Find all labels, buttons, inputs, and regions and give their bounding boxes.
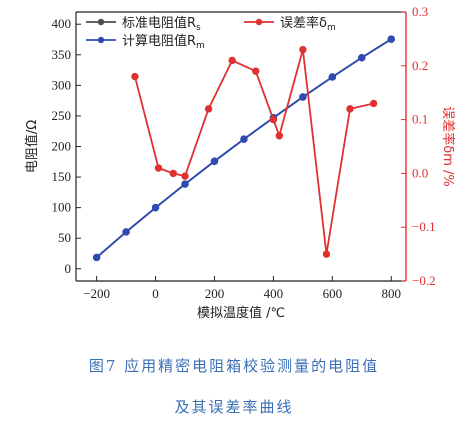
x-tick-label: 800 xyxy=(382,286,402,301)
legend-label-0: 标准电阻值Rs xyxy=(122,15,201,33)
left-y-axis-title: 电阻值/Ω xyxy=(24,120,40,173)
right-y-tick-label: 0.2 xyxy=(412,58,428,73)
series-2-point xyxy=(131,72,139,81)
series-line-1 xyxy=(96,38,392,259)
series-2-point xyxy=(269,115,278,124)
right-y-tick-label: 0.1 xyxy=(412,112,428,127)
x-tick-label: 600 xyxy=(323,286,343,301)
series-2-point xyxy=(275,132,284,140)
left-y-tick-label: 100 xyxy=(52,200,72,215)
legend-label-2-main: 误差率δ xyxy=(280,15,327,31)
series-1-point xyxy=(210,157,219,165)
legend-swatch-marker-0 xyxy=(97,18,105,26)
left-y-tick-label: 250 xyxy=(52,108,72,123)
x-tick-label: 0 xyxy=(152,286,159,301)
series-1-point xyxy=(151,203,160,212)
x-tick-label: 200 xyxy=(205,286,225,301)
legend-swatch-marker-1 xyxy=(97,36,105,44)
series-2-point xyxy=(181,172,189,180)
series-2-point xyxy=(228,56,236,65)
left-y-tick-label: 50 xyxy=(58,230,71,245)
right-y-axis-title: 误差率δm /% xyxy=(440,106,456,186)
right-y-tick-label: −0.1 xyxy=(412,219,436,234)
legend-label-1: 计算电阻值Rm xyxy=(122,33,205,51)
legend-label-0-main: 标准电阻值R xyxy=(122,15,196,31)
legend-swatch-marker-2 xyxy=(255,18,263,26)
series-2-point xyxy=(299,45,307,54)
left-y-tick-label: 200 xyxy=(52,139,72,154)
series-1-point xyxy=(358,53,366,62)
figure-caption-line-2: 及其误差率曲线 xyxy=(174,398,294,416)
right-y-tick-label: −0.2 xyxy=(412,273,436,288)
series-1-point xyxy=(122,228,130,236)
series-1-point xyxy=(92,253,101,262)
right-y-tick-label: 0.3 xyxy=(412,4,428,19)
series-2-point xyxy=(369,99,378,108)
left-y-tick-label: 350 xyxy=(52,47,72,62)
left-y-tick-label: 150 xyxy=(52,169,72,184)
series-line-0 xyxy=(96,38,392,259)
left-y-tick-label: 400 xyxy=(52,16,72,31)
series-1-point xyxy=(387,35,395,43)
series-2-point xyxy=(154,164,163,172)
legend-label-2: 误差率δm xyxy=(280,15,336,33)
series-1-point xyxy=(299,93,307,101)
right-y-tick-label: 0.0 xyxy=(412,165,428,180)
series-2-point xyxy=(204,105,213,113)
series-1-point xyxy=(181,180,189,188)
series-2-point xyxy=(322,250,331,258)
x-axis-title: 模拟温度值 /℃ xyxy=(197,305,285,321)
left-y-tick-label: 0 xyxy=(65,261,72,276)
series-2-point xyxy=(169,169,177,178)
left-y-tick-label: 300 xyxy=(52,77,72,92)
series-line-2 xyxy=(134,49,374,255)
resistance-error-chart: −200 0 200 400 600 800 0 50 100 150 200 250 300 350 40… xyxy=(24,4,456,321)
series-1-point xyxy=(328,73,337,81)
legend-label-2-subscript: m xyxy=(327,23,336,33)
legend-label-1-subscript: m xyxy=(196,41,205,51)
x-tick-label: 400 xyxy=(264,286,284,301)
x-tick-label: −200 xyxy=(83,286,110,301)
legend-label-0-subscript: s xyxy=(196,23,201,33)
series-2-point xyxy=(252,67,260,75)
series-2-point xyxy=(346,105,354,113)
legend-label-1-main: 计算电阻值R xyxy=(122,33,196,49)
figure-caption-line-1: 图7 应用精密电阻箱校验测量的电阻值 xyxy=(88,357,380,375)
series-1-point xyxy=(240,135,248,143)
